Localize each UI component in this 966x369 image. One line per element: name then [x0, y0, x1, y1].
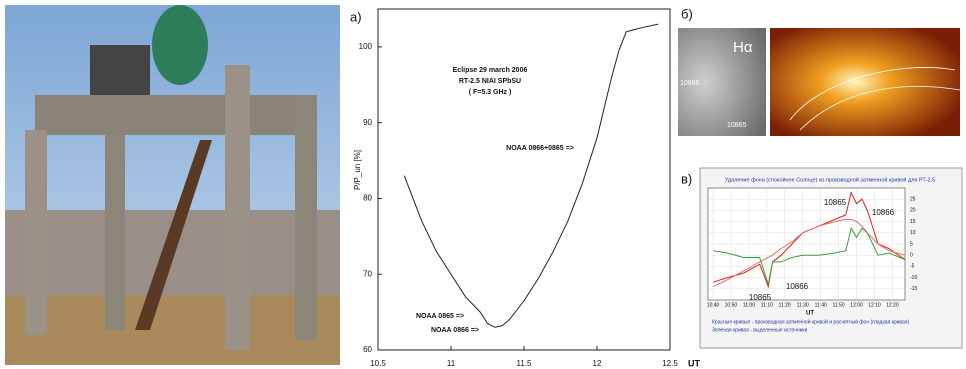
x-tick-label: 10:50: [725, 302, 738, 308]
chart-title: Удаление фона (спокойное Солнце) из прои…: [725, 176, 935, 183]
y-tick-label: -10: [910, 275, 917, 281]
note: Красные кривые - производная затменной к…: [712, 318, 909, 325]
y-tick-label: 10: [910, 230, 916, 236]
x-tick-label: 10.5: [370, 359, 386, 368]
annotation: 10865: [749, 293, 772, 302]
annotation: RT-2.5 NIAI SPbSU: [459, 78, 521, 85]
annotation: 10865: [824, 198, 847, 207]
photo: [5, 5, 340, 365]
annotation: 10866: [872, 208, 895, 217]
note: Зеленая кривая - выделенные источники: [712, 327, 808, 333]
panel-label: а): [350, 9, 362, 24]
x-tick-label: 11:10: [761, 302, 773, 308]
data-line: [403, 23, 659, 328]
x-axis-label: UT: [688, 358, 700, 368]
region-label: 10866: [680, 80, 700, 87]
x-tick-label: 12:20: [886, 302, 899, 308]
y-tick-label: 15: [910, 219, 916, 225]
y-tick-label: 0: [910, 253, 913, 259]
region-label: 10865: [727, 122, 747, 129]
y-tick-label: 60: [363, 345, 372, 354]
x-tick-label: 11: [447, 359, 456, 368]
x-tick-label: 11:20: [779, 302, 791, 308]
x-tick-label: 11.5: [517, 359, 533, 368]
y-tick-label: 5: [910, 241, 913, 247]
x-tick-label: 11:40: [815, 302, 827, 308]
annotation: ( F=5.3 GHz ): [469, 89, 512, 96]
x-tick-label: 11:30: [797, 302, 809, 308]
annotation: Eclipse 29 march 2006: [453, 67, 528, 74]
y-tick-label: 80: [363, 194, 372, 203]
image-label: Hα: [733, 39, 753, 56]
solar-images: Hα 10866 10865: [678, 28, 961, 136]
x-tick-label: 12:10: [868, 302, 881, 308]
data-line: [713, 227, 906, 285]
y-tick-label: 25: [910, 197, 916, 203]
x-tick-label: 12: [593, 359, 602, 368]
panel-label: в): [681, 171, 692, 186]
y-tick-label: 90: [363, 118, 372, 127]
y-tick-label: -15: [910, 286, 917, 292]
plot-area: [377, 8, 671, 351]
y-tick-label: 70: [363, 269, 372, 278]
x-tick-label: 11:50: [833, 302, 845, 308]
y-tick-label: -5: [910, 264, 915, 270]
y-tick-label: 20: [910, 208, 916, 214]
y-tick-label: 100: [359, 42, 373, 51]
x-tick-label: 11:00: [743, 302, 755, 308]
annotation: 10866: [786, 282, 809, 291]
annotation: NOAA 0866+0865 =>: [506, 145, 574, 152]
panel-label: б): [681, 6, 693, 21]
y-axis-label: P/P_un [%]: [353, 150, 362, 190]
x-tick-label: 12.5: [662, 359, 678, 368]
x-tick-label: 10:40: [707, 302, 720, 308]
annotation: NOAA 0865 =>: [416, 313, 464, 320]
annotation: NOAA 0866 =>: [431, 327, 479, 334]
x-axis-label: UT: [806, 311, 814, 317]
x-tick-label: 12:00: [850, 302, 863, 308]
